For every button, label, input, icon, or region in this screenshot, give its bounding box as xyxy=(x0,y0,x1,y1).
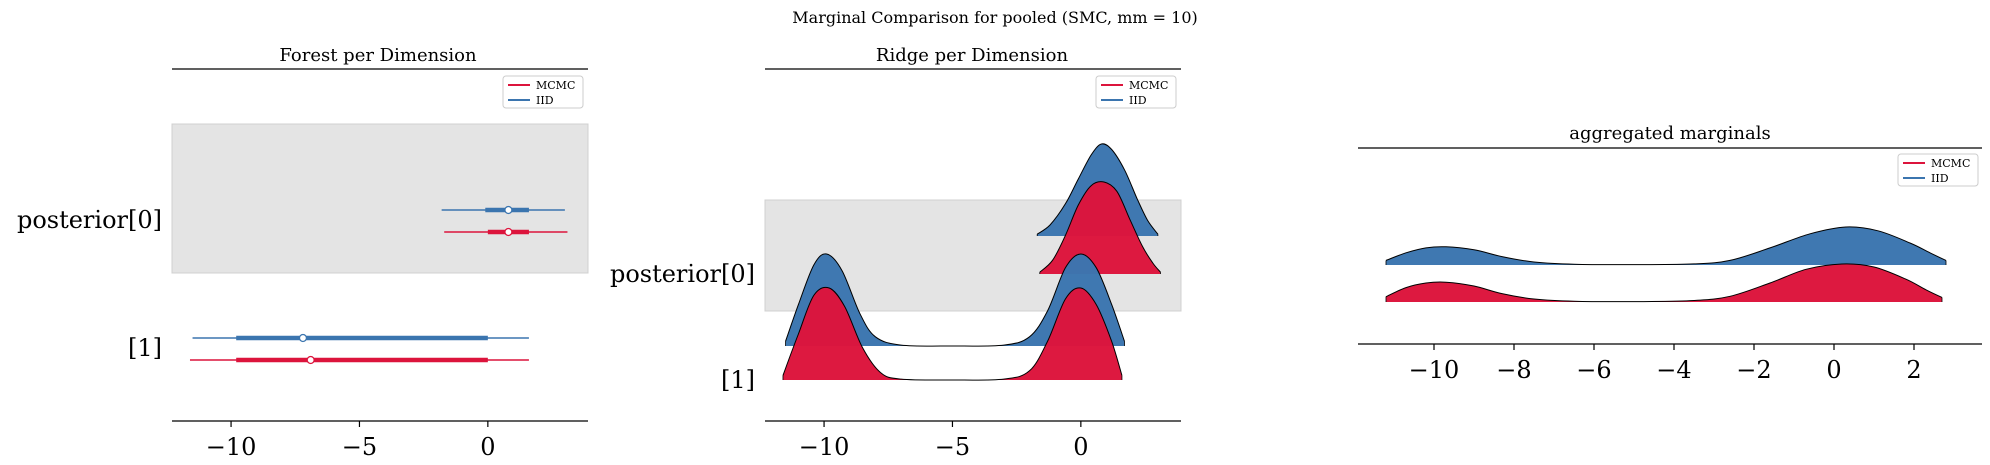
legend-label-mcmc: MCMC xyxy=(1129,79,1168,92)
forest-panel: Forest per Dimension −10 −5 0 posterior[0] [… xyxy=(17,45,589,461)
x-tick-label: 0 xyxy=(480,433,495,461)
iid-aggregated-ridge-area xyxy=(1386,226,1946,265)
y-tick-label: posterior[0] xyxy=(17,206,162,234)
x-tick-label: −6 xyxy=(1576,356,1611,384)
mcmc-row1-ridge-outline xyxy=(782,286,1123,381)
x-tick-label: 0 xyxy=(1826,356,1841,384)
mcmc-row0-median-point xyxy=(504,227,513,237)
iid-aggregated-ridge-outline xyxy=(1385,226,1947,266)
x-tick-label: −8 xyxy=(1496,356,1531,384)
x-tick-label: −10 xyxy=(1409,356,1460,384)
row-shade-band xyxy=(171,123,589,274)
y-tick-label: [1] xyxy=(721,366,755,394)
legend-label-mcmc: MCMC xyxy=(536,79,575,92)
x-tick-label: −10 xyxy=(799,433,850,461)
x-tick-label: −2 xyxy=(1736,356,1771,384)
x-tick-label: −5 xyxy=(342,433,377,461)
mcmc-aggregated-ridge-area xyxy=(1386,263,1942,302)
legend-label-iid: IID xyxy=(536,94,554,107)
iid-row1-median-point xyxy=(298,333,308,343)
x-tick-label: 2 xyxy=(1906,356,1921,384)
y-tick-label: [1] xyxy=(128,334,162,362)
mcmc-row0-ridge-outline xyxy=(1039,181,1161,273)
y-tick-label: posterior[0] xyxy=(610,260,755,288)
aggregated-title: aggregated marginals xyxy=(1569,123,1770,144)
legend: MCMC IID xyxy=(1897,153,1979,187)
iid-row0-median-point xyxy=(504,205,513,215)
ridge-panel: Ridge per Dimension −10 −5 0 posterior[0] [1… xyxy=(610,45,1182,461)
mcmc-aggregated-ridge-outline xyxy=(1385,263,1943,303)
mcmc-row1-median-point xyxy=(306,355,315,365)
legend-label-iid: IID xyxy=(1931,172,1949,185)
x-tick-label: −5 xyxy=(935,433,970,461)
ridge-title: Ridge per Dimension xyxy=(876,45,1069,66)
aggregated-panel: aggregated marginals −10 −8 −6 −4 −2 0 2 MCMC II… xyxy=(1358,123,1982,384)
legend-label-iid: IID xyxy=(1129,94,1147,107)
legend-label-mcmc: MCMC xyxy=(1931,157,1970,170)
figure-suptitle: Marginal Comparison for pooled (SMC, mm … xyxy=(792,8,1197,27)
legend: MCMC IID xyxy=(1095,75,1177,109)
iid-row0-ridge-outline xyxy=(1036,143,1159,235)
x-tick-label: 0 xyxy=(1073,433,1088,461)
forest-title: Forest per Dimension xyxy=(279,45,477,66)
mcmc-row0-ridge-area xyxy=(1039,181,1161,274)
legend: MCMC IID xyxy=(502,75,584,109)
x-tick-label: −4 xyxy=(1656,356,1691,384)
x-tick-label: −10 xyxy=(206,433,257,461)
iid-row1-ridge-outline xyxy=(785,253,1125,347)
